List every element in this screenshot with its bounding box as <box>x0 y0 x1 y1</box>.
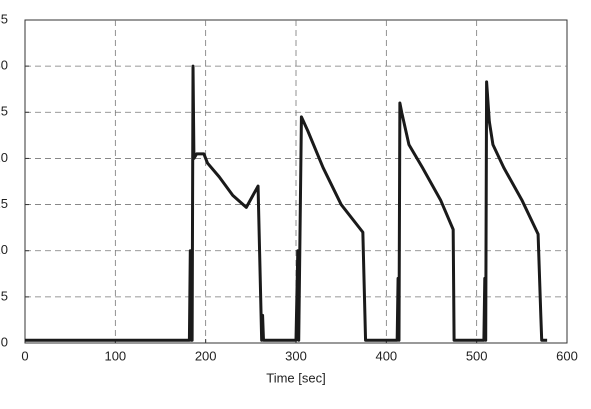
x-tick-label: 400 <box>375 348 397 363</box>
x-tick-label: 500 <box>466 348 488 363</box>
y-tick-label: 10 <box>0 242 8 257</box>
x-tick-label: 200 <box>195 348 217 363</box>
x-axis-label: Time [sec] <box>266 370 325 385</box>
y-tick-label: 35 <box>0 11 8 26</box>
y-tick-label: 30 <box>0 58 8 73</box>
y-tick-label: 5 <box>1 288 8 303</box>
y-tick-label: 25 <box>0 104 8 119</box>
y-tick-label: 20 <box>0 150 8 165</box>
y-tick-label: 0 <box>1 334 8 349</box>
y-tick-label: 15 <box>0 196 8 211</box>
x-tick-label: 300 <box>285 348 307 363</box>
x-tick-label: 0 <box>21 348 28 363</box>
x-tick-label: 600 <box>556 348 578 363</box>
data-line <box>25 64 548 342</box>
x-tick-label: 100 <box>104 348 126 363</box>
